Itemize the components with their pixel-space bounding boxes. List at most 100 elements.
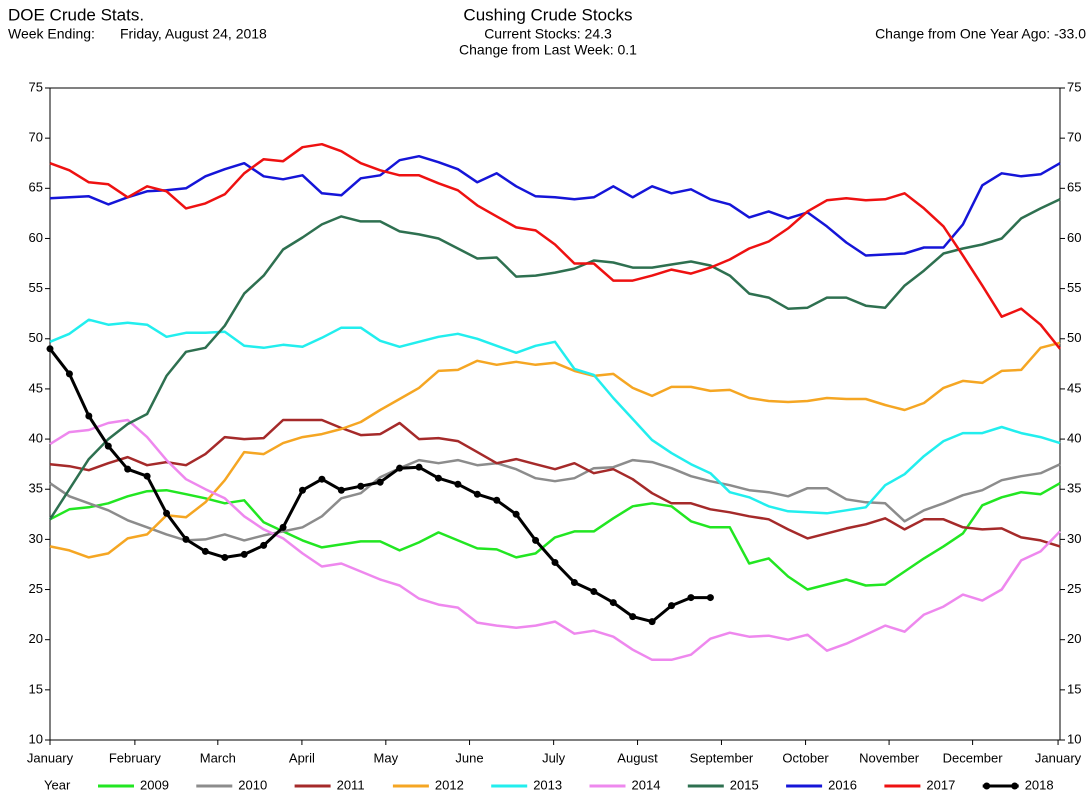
x-tick-label: January	[27, 750, 74, 765]
y2-tick-label: 75	[1067, 79, 1081, 94]
y-tick-label: 60	[29, 230, 43, 245]
y-tick-label: 10	[29, 731, 43, 746]
legend-label: 2014	[632, 777, 661, 792]
y2-tick-label: 20	[1067, 631, 1081, 646]
point	[163, 509, 171, 517]
y2-tick-label: 70	[1067, 130, 1081, 145]
point	[46, 345, 54, 353]
point	[551, 558, 559, 566]
y-tick-label: 55	[29, 280, 43, 295]
y-tick-label: 20	[29, 631, 43, 646]
legend-label: 2016	[828, 777, 857, 792]
point	[512, 510, 520, 518]
legend-label: 2009	[140, 777, 169, 792]
plot-frame	[49, 87, 1061, 741]
legend-label: 2015	[730, 777, 759, 792]
y-tick-label: 30	[29, 531, 43, 546]
point	[85, 412, 93, 420]
y2-tick-label: 65	[1067, 180, 1081, 195]
y-tick-label: 65	[29, 180, 43, 195]
series-line	[49, 142, 1061, 350]
point	[221, 553, 229, 561]
point	[706, 594, 714, 602]
point	[65, 370, 73, 378]
y2-tick-label: 15	[1067, 681, 1081, 696]
point	[493, 496, 501, 504]
point	[357, 482, 365, 490]
series-line	[48, 198, 1061, 520]
point	[299, 486, 306, 494]
y2-tick-label: 45	[1067, 380, 1081, 395]
y-tick-label: 15	[29, 681, 43, 696]
point	[590, 588, 598, 596]
legend-marker	[983, 782, 991, 790]
y-tick-label: 40	[29, 431, 43, 446]
point	[687, 594, 695, 602]
point	[415, 463, 423, 471]
series-line	[49, 458, 1061, 542]
x-tick-label: November	[859, 750, 920, 765]
point	[337, 486, 345, 494]
point	[454, 480, 462, 488]
y2-tick-label: 55	[1067, 280, 1081, 295]
point	[143, 472, 151, 480]
point	[609, 599, 617, 607]
y2-tick-label: 30	[1067, 531, 1081, 546]
legend-marker	[1011, 782, 1019, 790]
x-tick-label: February	[109, 750, 162, 765]
legend-label: 2012	[435, 777, 464, 792]
x-tick-label: May	[374, 750, 399, 765]
y2-tick-label: 60	[1067, 230, 1081, 245]
x-tick-label: January	[1035, 750, 1082, 765]
x-tick-label: December	[943, 750, 1004, 765]
source: DOE Crude Stats.	[8, 5, 144, 24]
series-line	[49, 418, 1061, 548]
current-stocks: Current Stocks: 24.3	[484, 26, 612, 42]
x-tick-label: October	[782, 750, 829, 765]
legend-label: 2017	[926, 777, 955, 792]
x-tick-label: April	[289, 750, 315, 765]
point	[260, 541, 268, 549]
week-date: Friday, August 24, 2018	[120, 26, 267, 42]
y-tick-label: 70	[29, 130, 43, 145]
y2-tick-label: 40	[1067, 431, 1081, 446]
point	[570, 579, 578, 587]
legend-title: Year	[44, 777, 71, 792]
chart-title: Cushing Crude Stocks	[463, 5, 632, 24]
y-tick-label: 45	[29, 380, 43, 395]
yearly-change: Change from One Year Ago: -33.0	[875, 26, 1086, 42]
y2-tick-label: 10	[1067, 731, 1081, 746]
series-line	[49, 418, 1061, 662]
series-line	[49, 482, 1061, 591]
series-line	[49, 341, 1061, 559]
point	[240, 550, 248, 558]
series-line	[49, 154, 1061, 257]
y-tick-label: 25	[29, 581, 43, 596]
point	[279, 523, 287, 531]
point	[473, 490, 481, 498]
y2-tick-label: 25	[1067, 581, 1081, 596]
point	[182, 535, 190, 543]
y2-tick-label: 35	[1067, 481, 1081, 496]
y2-tick-label: 50	[1067, 330, 1081, 345]
weekly-change: Change from Last Week: 0.1	[459, 42, 637, 58]
x-tick-label: July	[542, 750, 566, 765]
legend-label: 2010	[238, 777, 267, 792]
point	[434, 474, 442, 482]
y-tick-label: 35	[29, 481, 43, 496]
point	[629, 613, 637, 621]
point	[668, 602, 676, 610]
x-tick-label: September	[690, 750, 754, 765]
x-tick-label: June	[455, 750, 483, 765]
y-tick-label: 75	[29, 79, 43, 94]
legend-label: 2011	[337, 777, 365, 792]
point	[396, 464, 404, 472]
x-tick-label: March	[200, 750, 236, 765]
point	[532, 536, 540, 544]
point	[376, 478, 384, 486]
point	[104, 442, 112, 450]
point	[124, 465, 132, 473]
legend-label: 2018	[1025, 777, 1054, 792]
week-label: Week Ending:	[8, 26, 95, 42]
